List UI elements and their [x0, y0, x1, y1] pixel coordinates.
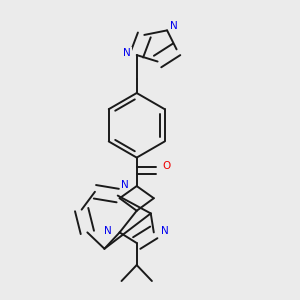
Text: N: N	[161, 226, 169, 236]
Text: N: N	[170, 21, 178, 31]
Text: N: N	[122, 180, 129, 190]
Text: N: N	[123, 48, 131, 58]
Text: N: N	[104, 226, 112, 236]
Text: O: O	[162, 161, 170, 171]
